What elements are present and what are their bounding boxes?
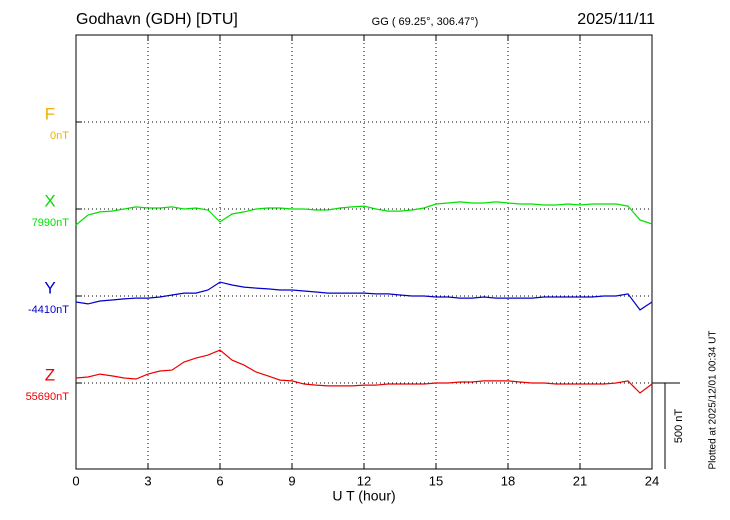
baseline-label: 7990nT (32, 217, 70, 229)
x-tick-label: 6 (216, 473, 223, 488)
x-tick-label: 18 (501, 473, 515, 488)
subtitle: GG ( 69.25°, 306.47°) (372, 16, 479, 28)
baseline-label: -4410nT (28, 304, 69, 316)
side-note: Plotted at 2025/12/01 00:34 UT (708, 331, 719, 470)
x-tick-label: 0 (72, 473, 79, 488)
series-name: Y (44, 278, 55, 297)
series-name: Z (45, 365, 55, 384)
baseline-label: 0nT (50, 130, 69, 142)
chart-title: Godhavn (GDH) [DTU] (76, 11, 238, 28)
series-name: X (44, 191, 55, 210)
x-tick-label: 21 (573, 473, 587, 488)
series-name: F (45, 104, 55, 123)
trace (75, 281, 653, 311)
baseline-label: 55690nT (26, 391, 70, 403)
scale-label: 500 nT (673, 409, 685, 444)
x-tick-label: 3 (144, 473, 151, 488)
x-tick-label: 24 (645, 473, 659, 488)
x-tick-label: 15 (429, 473, 443, 488)
x-axis-label: U T (hour) (332, 488, 395, 504)
trace (75, 201, 653, 226)
trace (75, 349, 653, 394)
date: 2025/11/11 (577, 11, 655, 28)
x-tick-label: 12 (357, 473, 371, 488)
x-tick-label: 9 (288, 473, 295, 488)
